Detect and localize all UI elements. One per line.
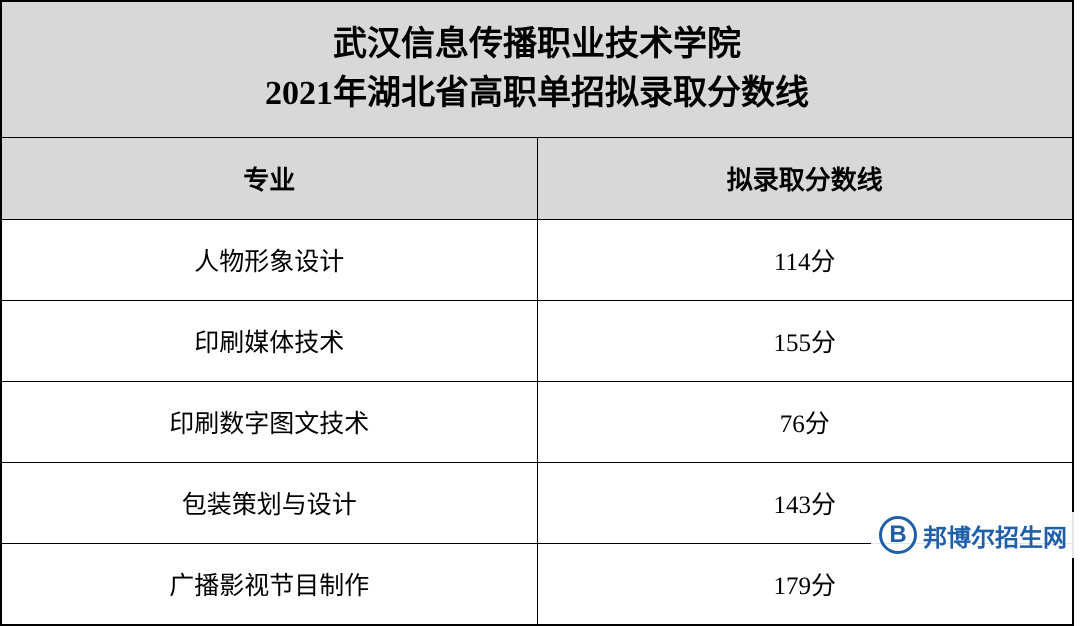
title-line-2: 2021年湖北省高职单招拟录取分数线 <box>2 69 1072 118</box>
header-major: 专业 <box>2 138 538 219</box>
watermark: B 邦博尔招生网 <box>871 512 1075 558</box>
cell-major: 包装策划与设计 <box>2 463 538 543</box>
cell-score: 155分 <box>538 301 1073 381</box>
cell-major: 广播影视节目制作 <box>2 544 538 624</box>
cell-major: 印刷媒体技术 <box>2 301 538 381</box>
table-header-row: 专业 拟录取分数线 <box>2 138 1072 220</box>
cell-major: 人物形象设计 <box>2 220 538 300</box>
cell-major: 印刷数字图文技术 <box>2 382 538 462</box>
cell-score: 114分 <box>538 220 1073 300</box>
table-title-row: 武汉信息传播职业技术学院 2021年湖北省高职单招拟录取分数线 <box>2 2 1072 138</box>
cell-score: 76分 <box>538 382 1073 462</box>
table-row: 印刷数字图文技术 76分 <box>2 382 1072 463</box>
table-row: 人物形象设计 114分 <box>2 220 1072 301</box>
table-row: 印刷媒体技术 155分 <box>2 301 1072 382</box>
watermark-icon: B <box>879 516 917 554</box>
title-line-1: 武汉信息传播职业技术学院 <box>2 20 1072 69</box>
header-score: 拟录取分数线 <box>538 138 1073 219</box>
watermark-text: 邦博尔招生网 <box>923 518 1067 553</box>
